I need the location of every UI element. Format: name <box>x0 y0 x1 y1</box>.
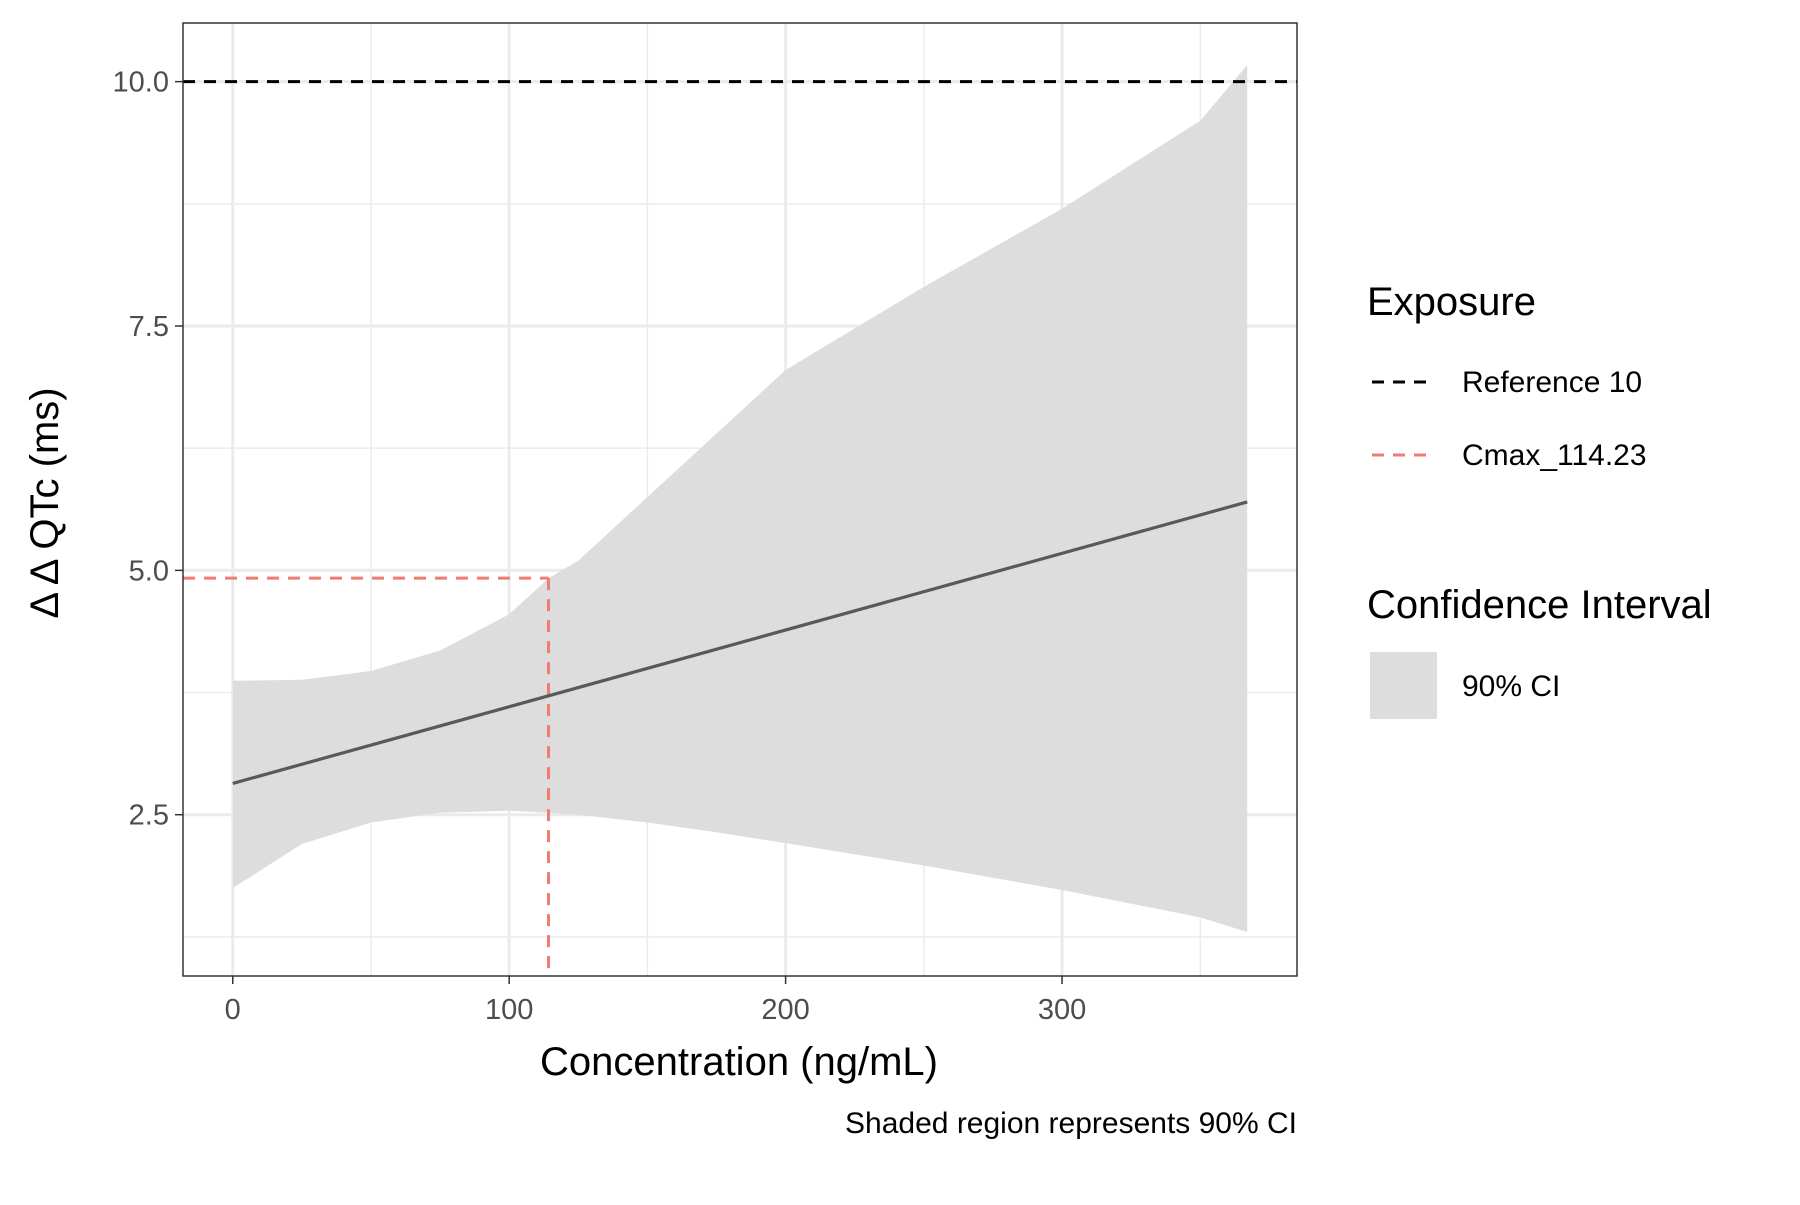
y-tick-label: 10.0 <box>113 67 169 99</box>
line-layer <box>183 80 1297 976</box>
x-tick-label: 300 <box>1038 994 1086 1026</box>
y-axis-title: Δ Δ QTc (ms) <box>23 387 67 618</box>
legend-entry-label: 90% CI <box>1462 670 1560 703</box>
legend-entry-label: Cmax_114.23 <box>1462 439 1647 472</box>
x-axis-title: Concentration (ng/mL) <box>540 1040 938 1084</box>
legend-entry-label: Reference 10 <box>1462 366 1642 399</box>
axis-layer: 0 100 200 300 2.5 5.0 7.5 10.0 <box>113 67 1087 1026</box>
panel-border <box>182 22 1298 977</box>
legend-title-exposure: Exposure <box>1367 280 1536 324</box>
y-tick-label: 2.5 <box>129 800 169 832</box>
y-tick-label: 5.0 <box>129 555 169 587</box>
legend: Exposure Reference 10 Cmax_114.23 Confidenc… <box>1367 280 1712 719</box>
regression-line <box>232 500 1248 785</box>
ci-band-layer <box>232 65 1248 932</box>
caption: Shaded region represents 90% CI <box>845 1107 1297 1140</box>
ci-band <box>232 65 1248 932</box>
x-tick-label: 0 <box>225 994 241 1026</box>
x-tick-label: 100 <box>485 994 533 1026</box>
legend-key-fill <box>1370 652 1437 719</box>
legend-title-confidence-interval: Confidence Interval <box>1367 583 1712 627</box>
x-tick-label: 200 <box>761 994 809 1026</box>
y-tick-label: 7.5 <box>129 311 169 343</box>
